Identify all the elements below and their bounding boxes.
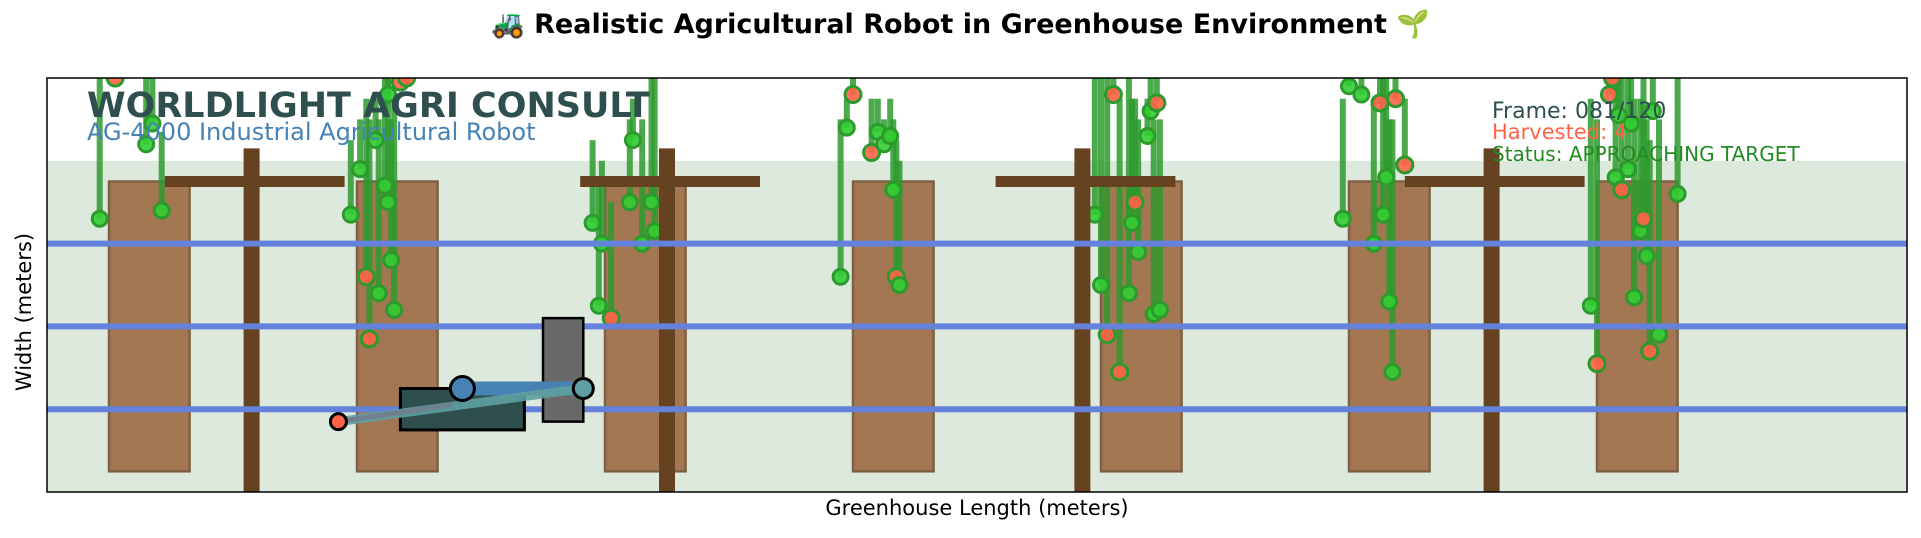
unripe-fruit: [385, 300, 404, 319]
unripe-fruit: [1380, 292, 1399, 311]
unripe-fruit: [382, 251, 401, 270]
ripe-fruit: [105, 78, 125, 88]
robot-tower: [541, 316, 585, 423]
unripe-fruit: [1625, 288, 1644, 307]
ripe-fruit: [359, 329, 379, 349]
structure-layer: [164, 148, 1585, 492]
robot-gripper: [328, 412, 348, 432]
support-post: [1483, 148, 1500, 492]
unripe-fruit: [1377, 168, 1396, 187]
brand-title: WORLDLIGHT AGRI CONSULT: [87, 86, 650, 126]
ripe-fruit: [397, 78, 417, 88]
ripe-fruit: [356, 267, 376, 287]
unripe-fruit: [143, 114, 162, 133]
unripe-fruit: [1352, 85, 1371, 104]
unripe-fruit: [1150, 300, 1169, 319]
plants-layer: [90, 78, 1687, 382]
unripe-fruit: [1092, 276, 1110, 294]
unripe-fruit: [379, 85, 397, 104]
unripe-fruit: [583, 213, 602, 232]
unripe-fruit: [837, 118, 856, 137]
robot-layer: [328, 316, 595, 432]
unripe-fruit: [589, 296, 608, 315]
x-axis-label: Greenhouse Length (meters): [825, 496, 1129, 520]
unripe-fruit: [152, 201, 171, 220]
frame-counter: Frame: 081/120: [1492, 99, 1667, 124]
ripe-fruit: [1103, 85, 1123, 105]
unripe-fruit: [379, 193, 397, 212]
irrigation-layer: [47, 240, 1907, 413]
unripe-fruit: [1637, 247, 1656, 266]
unripe-fruit: [369, 284, 388, 303]
unripe-fruit: [1138, 126, 1157, 145]
unripe-fruit: [1129, 242, 1148, 261]
ripe-fruit: [1587, 354, 1607, 374]
y-axis-label: Width (meters): [12, 232, 36, 392]
unripe-fruit: [1622, 114, 1641, 133]
robot-wrist-link: [335, 402, 453, 425]
unripe-fruit: [1340, 78, 1358, 96]
unripe-fruit: [831, 267, 850, 286]
robot-elbow-joint: [571, 377, 595, 400]
support-post: [659, 148, 675, 492]
unripe-fruit: [375, 176, 394, 195]
unripe-fruit: [623, 131, 642, 150]
unripe-fruit: [1619, 160, 1637, 179]
unripe-fruit: [890, 276, 909, 294]
unripe-fruit: [881, 126, 900, 145]
ripe-fruit: [1634, 209, 1653, 229]
unripe-fruit: [341, 205, 360, 224]
ripe-fruit: [1603, 78, 1622, 88]
support-post: [1074, 148, 1091, 492]
unripe-fruit: [1333, 209, 1352, 228]
robot-model-label: AG-4000 Industrial Agricultural Robot: [87, 118, 536, 146]
ripe-fruit: [1386, 89, 1405, 109]
unripe-fruit: [620, 193, 639, 212]
plot-frame: [46, 77, 1908, 493]
ripe-fruit: [1612, 180, 1632, 200]
robot-shoulder-joint: [448, 375, 476, 402]
ripe-fruit: [1395, 155, 1415, 175]
unripe-fruit: [137, 135, 156, 154]
ripe-fruit: [862, 143, 882, 163]
unripe-fruit: [1581, 296, 1600, 315]
harvested-count: Harvested: 4: [1492, 120, 1628, 144]
unripe-fruit: [351, 160, 370, 179]
ripe-fruit: [1110, 362, 1130, 382]
ripe-fruit: [1640, 341, 1660, 361]
ripe-fruit: [1370, 93, 1390, 113]
unripe-fruit: [1383, 362, 1402, 381]
status-text: Status: APPROACHING TARGET: [1492, 142, 1800, 166]
ripe-fruit: [1125, 192, 1145, 212]
unripe-fruit: [1374, 205, 1393, 224]
unripe-fruit: [884, 180, 903, 199]
ripe-fruit: [843, 85, 863, 105]
ripe-fruit: [1147, 93, 1167, 113]
unripe-fruit: [1643, 102, 1662, 121]
chart-title: 🚜 Realistic Agricultural Robot in Greenh…: [491, 9, 1430, 40]
unripe-fruit: [1650, 325, 1668, 344]
unripe-fruit: [1609, 106, 1628, 125]
unripe-fruit: [366, 131, 385, 150]
unripe-fruit: [90, 209, 109, 228]
unripe-fruit: [1119, 284, 1138, 303]
support-post: [243, 148, 260, 492]
unripe-fruit: [1123, 213, 1141, 232]
unripe-fruit: [1668, 184, 1687, 203]
unripe-fruit: [642, 193, 661, 212]
